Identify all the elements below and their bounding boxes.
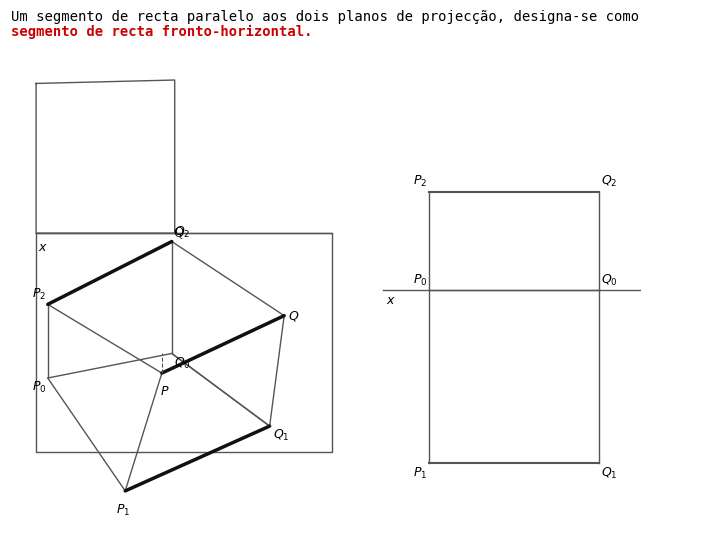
Text: $P_0$: $P_0$ [32, 380, 46, 395]
Text: $P_2$: $P_2$ [413, 173, 428, 188]
Text: Um segmento de recta paralelo aos dois planos de projecção, designa-se como: Um segmento de recta paralelo aos dois p… [11, 10, 639, 24]
Text: $P_2$: $P_2$ [32, 287, 46, 302]
Text: $x$: $x$ [38, 241, 48, 254]
Text: $Q_1$: $Q_1$ [273, 428, 289, 443]
Text: $P_0$: $P_0$ [413, 273, 428, 288]
Text: $P_1$: $P_1$ [413, 467, 428, 482]
Text: $Q_2$: $Q_2$ [174, 225, 190, 240]
Text: $Q_1$: $Q_1$ [600, 467, 618, 482]
Text: $P$: $P$ [160, 385, 170, 398]
Text: $Q_0$: $Q_0$ [174, 355, 190, 370]
Text: $x$: $x$ [386, 294, 396, 307]
Text: Q: Q [174, 226, 184, 240]
Text: $P_1$: $P_1$ [117, 503, 130, 518]
Text: segmento de recta fronto-horizontal.: segmento de recta fronto-horizontal. [11, 25, 312, 39]
Text: $Q_2$: $Q_2$ [600, 173, 617, 188]
Text: $Q$: $Q$ [288, 309, 299, 323]
Text: $Q_0$: $Q_0$ [600, 273, 618, 288]
